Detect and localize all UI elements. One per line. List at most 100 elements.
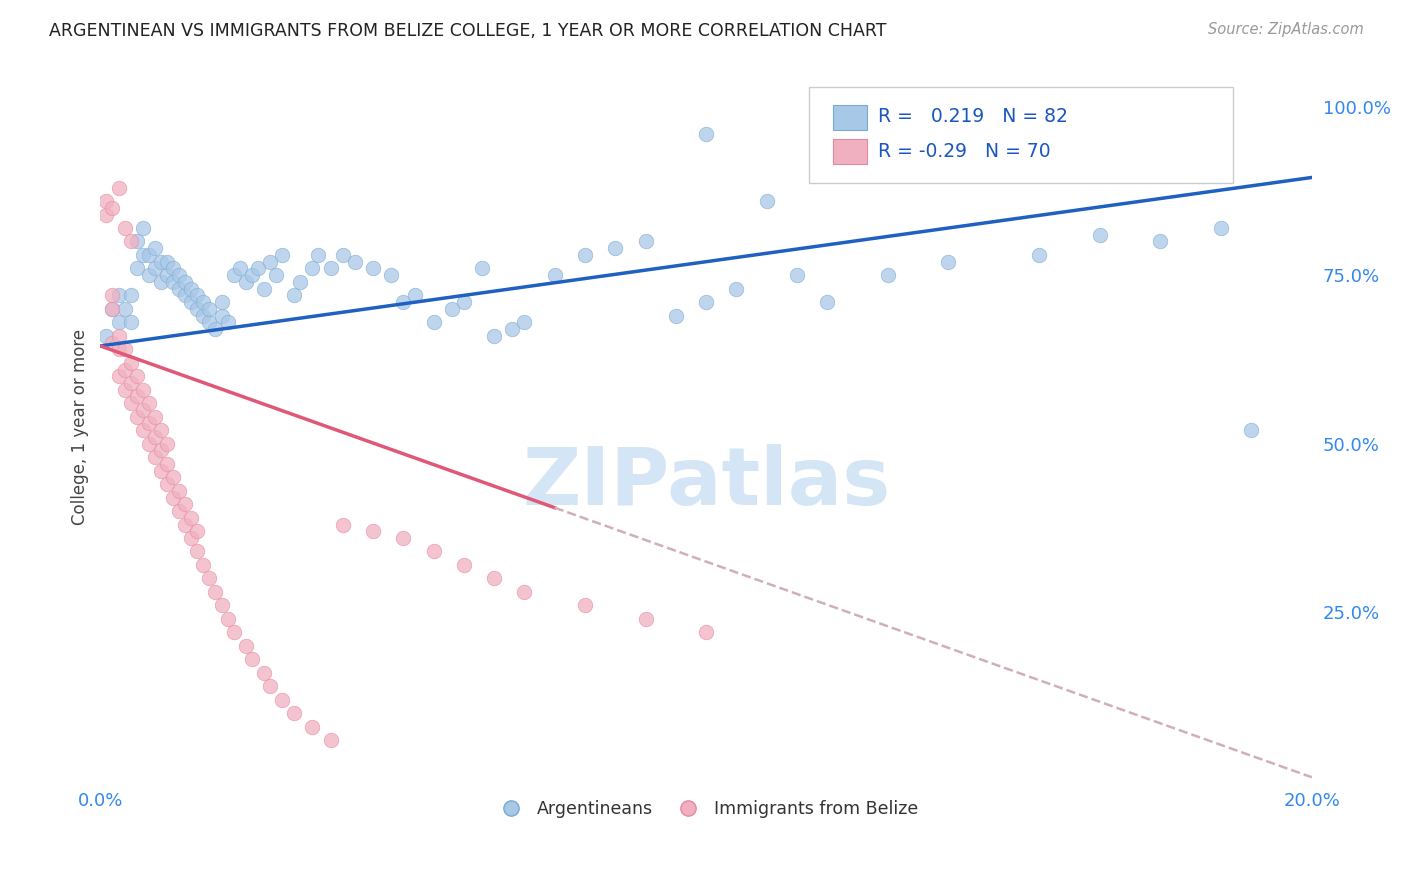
Point (180, 282, 202, 296)
Point (1088, 227, 1111, 242)
Legend: Argentineans, Immigrants from Belize: Argentineans, Immigrants from Belize (486, 793, 925, 825)
Point (167, 268, 190, 282)
Point (174, 275, 197, 289)
Point (422, 544, 444, 558)
Point (120, 396, 142, 410)
Point (204, 322, 226, 336)
Point (132, 383, 155, 397)
Point (725, 282, 748, 296)
Point (332, 517, 354, 532)
Point (167, 504, 190, 518)
Point (107, 315, 129, 329)
Point (186, 524, 208, 539)
Point (222, 268, 245, 282)
Point (259, 254, 281, 268)
Point (125, 369, 148, 384)
Point (138, 417, 160, 431)
Point (186, 544, 208, 558)
Point (574, 248, 596, 262)
Point (101, 301, 124, 316)
Text: Source: ZipAtlas.com: Source: ZipAtlas.com (1208, 22, 1364, 37)
Point (107, 288, 129, 302)
Text: ARGENTINEAN VS IMMIGRANTS FROM BELIZE COLLEGE, 1 YEAR OR MORE CORRELATION CHART: ARGENTINEAN VS IMMIGRANTS FROM BELIZE CO… (49, 22, 887, 40)
Point (938, 254, 960, 268)
Point (198, 571, 221, 585)
Point (143, 261, 166, 276)
Point (380, 268, 402, 282)
Point (107, 343, 129, 357)
Text: R = -0.29   N = 70: R = -0.29 N = 70 (879, 142, 1050, 161)
Point (162, 470, 184, 484)
Point (544, 268, 567, 282)
Point (235, 275, 257, 289)
Point (198, 315, 221, 329)
Point (211, 295, 233, 310)
Point (125, 389, 148, 403)
Point (361, 261, 384, 276)
Point (174, 288, 197, 302)
Point (96, 207, 118, 221)
Point (132, 423, 155, 437)
Point (162, 261, 184, 276)
Point (120, 288, 142, 302)
Point (695, 625, 717, 640)
Point (253, 282, 276, 296)
Point (149, 254, 172, 268)
Point (361, 524, 384, 539)
Point (186, 288, 208, 302)
Point (120, 356, 142, 370)
Point (695, 127, 717, 141)
Point (101, 335, 124, 350)
Text: R =   0.219   N = 82: R = 0.219 N = 82 (879, 107, 1069, 127)
Point (211, 309, 233, 323)
Point (132, 403, 155, 417)
Point (101, 201, 124, 215)
Point (217, 612, 239, 626)
Point (217, 315, 239, 329)
Point (132, 248, 155, 262)
Point (149, 443, 172, 458)
Point (174, 497, 197, 511)
Point (404, 288, 426, 302)
Point (120, 376, 142, 390)
Point (143, 241, 166, 255)
Point (1028, 248, 1050, 262)
Point (101, 301, 124, 316)
Point (440, 301, 463, 316)
Point (634, 612, 657, 626)
Point (290, 275, 312, 289)
Point (240, 652, 263, 666)
Point (149, 423, 172, 437)
Point (264, 268, 287, 282)
Point (149, 275, 172, 289)
Point (235, 639, 257, 653)
Point (513, 585, 536, 599)
Point (162, 275, 184, 289)
Point (786, 268, 808, 282)
Point (125, 409, 148, 424)
Point (143, 450, 166, 464)
Point (96, 194, 118, 208)
Point (198, 301, 221, 316)
Point (96, 328, 118, 343)
Point (107, 369, 129, 384)
Point (193, 309, 215, 323)
Point (143, 430, 166, 444)
Point (271, 692, 294, 706)
Point (132, 221, 155, 235)
Point (253, 665, 276, 680)
Point (343, 254, 366, 268)
Point (167, 282, 190, 296)
Point (755, 194, 778, 208)
Point (501, 322, 523, 336)
Point (114, 221, 136, 235)
Point (114, 301, 136, 316)
Point (114, 362, 136, 376)
Point (876, 268, 898, 282)
Point (634, 235, 657, 249)
Point (193, 558, 215, 572)
FancyBboxPatch shape (834, 105, 868, 129)
Point (574, 599, 596, 613)
Point (319, 733, 342, 747)
Point (125, 261, 148, 276)
